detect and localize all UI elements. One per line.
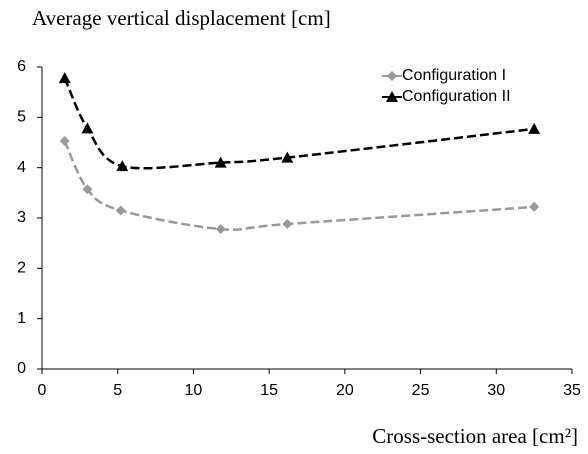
x-tick-label: 35 — [563, 382, 581, 399]
legend-label: Configuration I — [402, 67, 506, 84]
x-tick-label: 25 — [412, 382, 430, 399]
triangle-marker — [214, 156, 227, 168]
x-axis-label: Cross-section area [cm²] — [372, 424, 578, 448]
y-tick-label: 6 — [17, 58, 26, 75]
chart-title: Average vertical displacement [cm] — [32, 6, 331, 30]
y-tick-label: 2 — [17, 260, 26, 277]
triangle-marker — [58, 72, 71, 84]
diamond-marker — [529, 201, 540, 212]
y-tick-label: 3 — [17, 209, 26, 226]
y-tick-label: 0 — [17, 360, 26, 377]
y-tick-label: 1 — [17, 310, 26, 327]
series-line — [63, 140, 535, 232]
x-tick-label: 0 — [38, 382, 47, 399]
y-tick-label: 5 — [17, 109, 26, 126]
x-tick-label: 5 — [113, 382, 122, 399]
y-tick-label: 4 — [17, 159, 26, 176]
x-tick-label: 20 — [336, 382, 354, 399]
x-tick-label: 30 — [487, 382, 505, 399]
diamond-marker — [282, 219, 293, 230]
triangle-marker — [386, 91, 398, 102]
diamond-marker — [59, 135, 70, 146]
triangle-marker — [528, 122, 541, 134]
x-tick-label: 15 — [260, 382, 278, 399]
triangle-marker — [81, 122, 94, 134]
diamond-marker — [82, 184, 93, 195]
legend-label: Configuration II — [402, 88, 511, 105]
x-tick-label: 10 — [185, 382, 203, 399]
diamond-marker — [387, 71, 397, 81]
triangle-marker — [116, 160, 129, 172]
triangle-marker — [281, 151, 294, 163]
diamond-marker — [115, 205, 126, 216]
diamond-marker — [215, 224, 226, 235]
